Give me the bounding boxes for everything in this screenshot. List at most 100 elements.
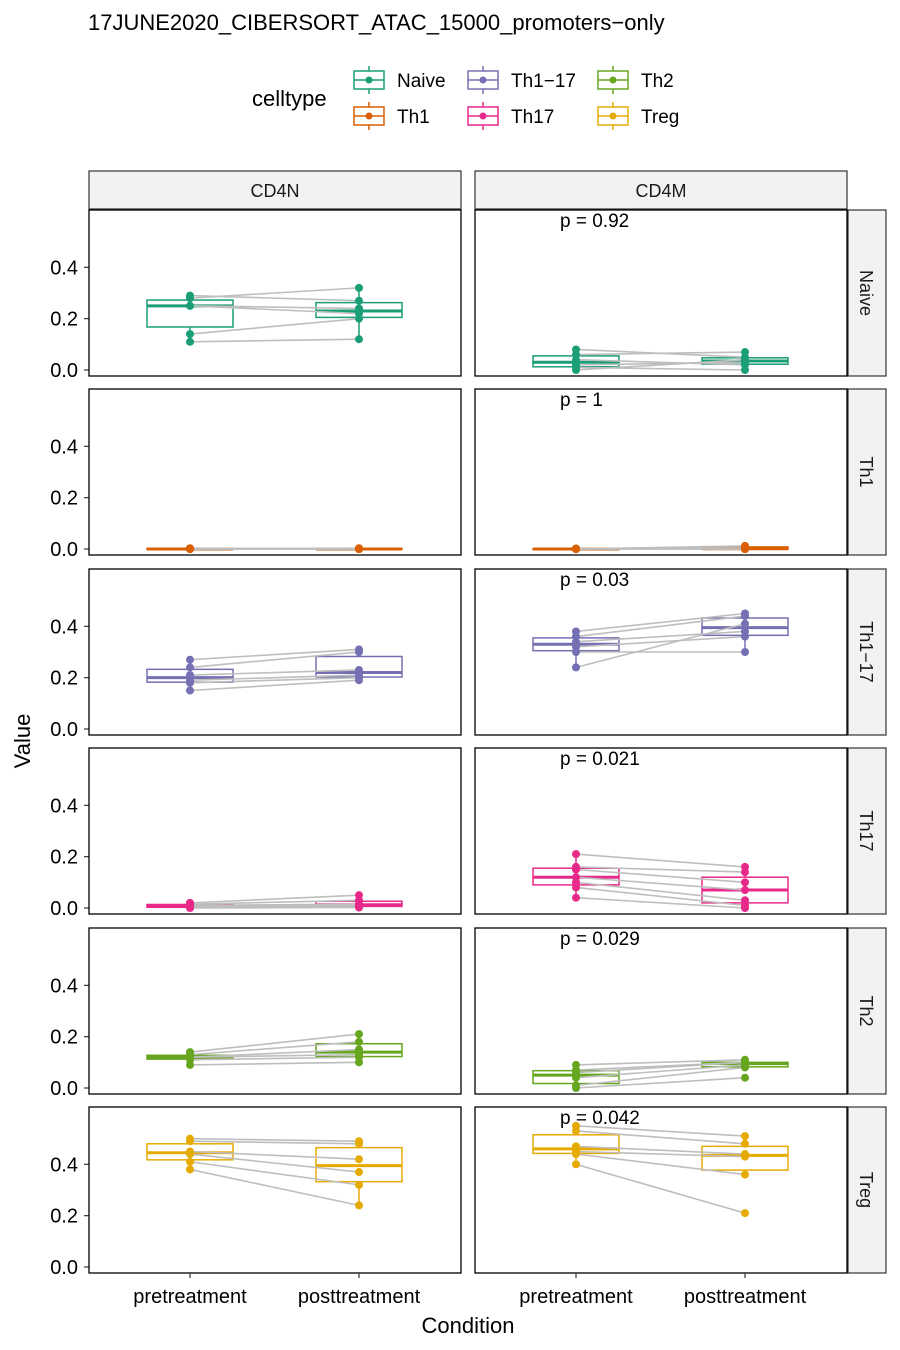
row-strip	[847, 927, 887, 1095]
pair-line	[189, 1033, 360, 1053]
legend-title: celltype	[252, 86, 327, 111]
data-point	[186, 1137, 194, 1146]
data-point	[572, 1150, 580, 1159]
pair-line	[189, 338, 360, 343]
data-point	[355, 304, 363, 313]
column-strip-label: CD4M	[635, 181, 686, 201]
data-point	[355, 648, 363, 656]
data-point	[741, 868, 749, 877]
row-strip-label: Th1	[856, 456, 876, 487]
data-point	[186, 1060, 194, 1069]
data-point	[741, 878, 749, 887]
data-point	[741, 1152, 749, 1161]
row-strip	[847, 568, 887, 736]
data-point	[572, 1160, 580, 1169]
legend-label: Th2	[641, 71, 674, 92]
row-strip	[847, 209, 887, 377]
x-tick-label: pretreatment	[519, 1286, 633, 1308]
chart-title: 17JUNE2020_CIBERSORT_ATAC_15000_promoter…	[88, 10, 665, 35]
panel-border	[474, 209, 848, 377]
data-point	[741, 1170, 749, 1179]
data-point	[572, 648, 580, 656]
legend-key-point	[479, 112, 487, 120]
pair-line	[575, 1163, 746, 1214]
data-point	[355, 1139, 363, 1148]
data-point	[186, 545, 194, 553]
pair-line	[189, 899, 360, 905]
data-point	[572, 893, 580, 902]
data-point	[741, 1139, 749, 1148]
pair-line	[189, 679, 360, 692]
data-point	[186, 686, 194, 695]
pair-line	[189, 1061, 360, 1066]
p-value-label: p = 0.029	[560, 929, 640, 950]
y-tick-label: 0.4	[50, 975, 78, 997]
facet-panel	[88, 209, 462, 377]
legend: celltype Naive Th1−17 Th2 Th1 Th17 Treg	[252, 66, 679, 130]
panel-border	[474, 747, 848, 915]
pair-line	[189, 1150, 360, 1160]
pair-line	[575, 1145, 746, 1155]
pair-line	[575, 358, 746, 371]
column-strips: CD4N CD4M	[88, 170, 848, 210]
legend-label: Treg	[641, 107, 679, 128]
legend-label: Th1−17	[511, 71, 576, 92]
row-strip	[847, 747, 887, 915]
row-strip-label: Th17	[856, 810, 876, 851]
data-point	[186, 904, 194, 912]
legend-label: Naive	[397, 71, 446, 92]
pair-line	[575, 358, 746, 366]
facet-panel	[88, 747, 462, 915]
data-point	[355, 1168, 363, 1177]
panel-border	[88, 568, 462, 736]
row-strip-label: Th1−17	[856, 621, 876, 683]
data-point	[572, 850, 580, 859]
data-point	[355, 1155, 363, 1164]
y-tick-label: 0.4	[50, 795, 78, 817]
y-tick-label: 0.4	[50, 616, 78, 638]
pair-line	[189, 287, 360, 299]
y-tick-label: 0.0	[50, 1257, 78, 1279]
pair-line	[189, 676, 360, 684]
y-tick-label: 0.4	[50, 1154, 78, 1176]
pair-line	[575, 1064, 746, 1079]
pair-line	[575, 615, 746, 638]
pair-line	[189, 648, 360, 661]
data-point	[572, 545, 580, 553]
data-point	[572, 865, 580, 874]
x-tick-label: posttreatment	[298, 1286, 421, 1308]
pair-line	[575, 1061, 746, 1074]
y-tick-label: 0.4	[50, 257, 78, 279]
data-point	[186, 663, 194, 672]
data-point	[741, 348, 749, 357]
pair-line	[575, 1066, 746, 1087]
data-point	[741, 648, 749, 656]
pair-line	[575, 361, 746, 366]
data-point	[355, 1058, 363, 1067]
data-point	[186, 1165, 194, 1174]
y-tick-label: 0.0	[50, 360, 78, 382]
pair-line	[575, 622, 746, 669]
pair-line	[575, 881, 746, 902]
legend-item: Th2	[597, 66, 674, 94]
p-value-label: p = 0.042	[560, 1108, 640, 1129]
x-tick-label: posttreatment	[684, 1286, 807, 1308]
pair-line	[575, 886, 746, 907]
pair-line	[575, 1130, 746, 1145]
data-point	[355, 1030, 363, 1039]
legend-item: Treg	[597, 102, 679, 130]
pair-line	[575, 853, 746, 868]
data-point	[355, 1037, 363, 1046]
y-tick-label: 0.0	[50, 539, 78, 561]
pair-line	[189, 906, 360, 909]
pair-line	[189, 1153, 360, 1173]
data-point	[741, 619, 749, 628]
data-point	[186, 1150, 194, 1159]
data-point	[741, 1063, 749, 1072]
pair-line	[189, 305, 360, 310]
panel-border	[88, 747, 462, 915]
panel-border	[474, 1106, 848, 1274]
facet-panel	[88, 927, 462, 1095]
facet-panel: p = 0.042	[474, 1106, 848, 1274]
data-point	[186, 301, 194, 310]
